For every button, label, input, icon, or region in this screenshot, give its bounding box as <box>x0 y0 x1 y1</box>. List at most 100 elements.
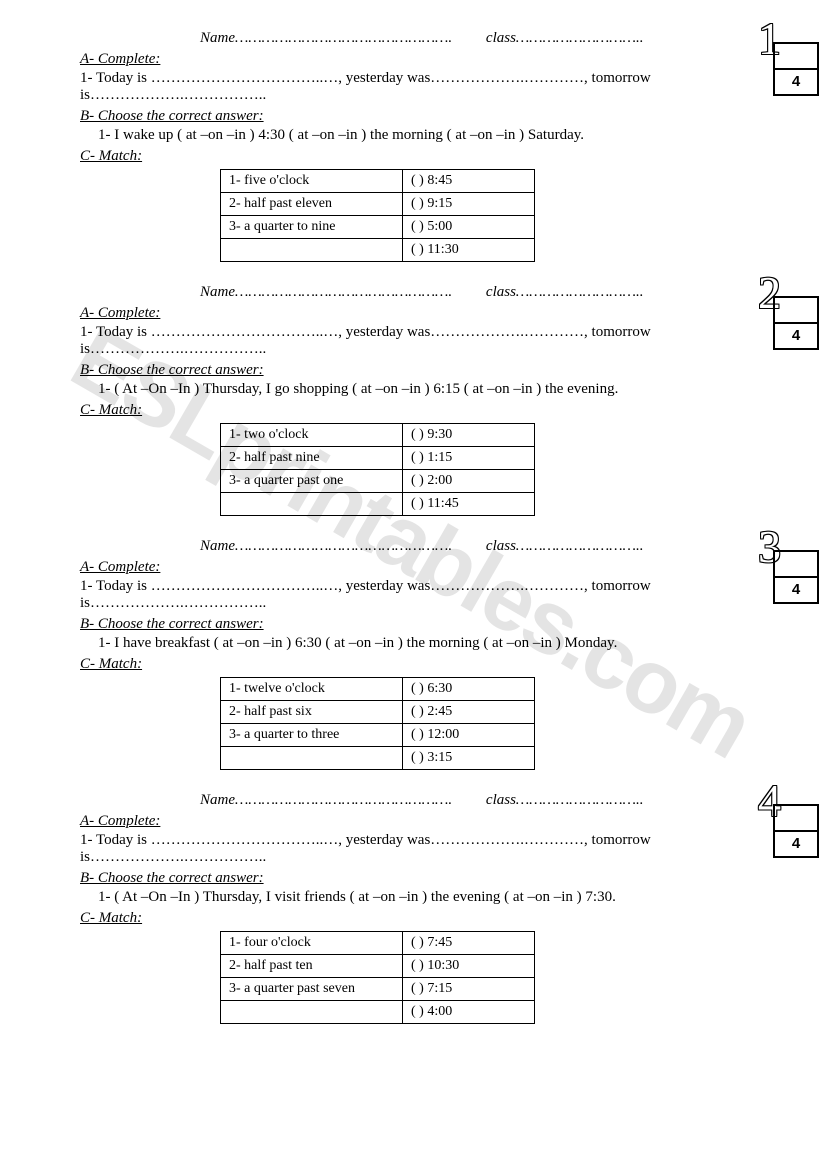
complete-line[interactable]: 1- Today is ……………………………..…, yesterday wa… <box>80 324 771 358</box>
match-right-cell[interactable]: ( ) 2:45 <box>403 701 535 724</box>
name-field[interactable]: …………………………………………. <box>235 30 452 46</box>
table-row: 2- half past ten( ) 10:30 <box>221 955 535 978</box>
match-left-cell <box>221 747 403 770</box>
score-numerator[interactable] <box>775 806 817 832</box>
match-left-cell: 2- half past ten <box>221 955 403 978</box>
class-field[interactable]: ……………………….. <box>516 284 644 300</box>
score-denominator: 4 <box>775 324 817 348</box>
score-numerator[interactable] <box>775 298 817 324</box>
match-left-cell: 3- a quarter to three <box>221 724 403 747</box>
match-right-cell[interactable]: ( ) 10:30 <box>403 955 535 978</box>
complete-line[interactable]: 1- Today is ……………………………..…, yesterday wa… <box>80 578 771 612</box>
table-row: 3- a quarter to nine( ) 5:00 <box>221 216 535 239</box>
table-row: 2- half past six( ) 2:45 <box>221 701 535 724</box>
class-field[interactable]: ……………………….. <box>516 30 644 46</box>
table-row: ( ) 3:15 <box>221 747 535 770</box>
section-a-heading: A- Complete: <box>80 305 771 322</box>
match-right-cell[interactable]: ( ) 7:15 <box>403 978 535 1001</box>
name-class-line: Name…………………………………………. class……………………….. <box>80 30 771 47</box>
choose-line[interactable]: 1- I have breakfast ( at –on –in ) 6:30 … <box>80 635 771 652</box>
choose-line[interactable]: 1- ( At –On –In ) Thursday, I go shoppin… <box>80 381 771 398</box>
section-c-heading: C- Match: <box>80 402 771 419</box>
score-denominator: 4 <box>775 832 817 856</box>
class-label: class <box>486 30 516 46</box>
complete-line[interactable]: 1- Today is ……………………………..…, yesterday wa… <box>80 832 771 866</box>
complete-line[interactable]: 1- Today is ……………………………..…, yesterday wa… <box>80 70 771 104</box>
table-row: 1- twelve o'clock( ) 6:30 <box>221 678 535 701</box>
match-table: 1- five o'clock( ) 8:452- half past elev… <box>220 169 535 262</box>
section-b-heading: B- Choose the correct answer: <box>80 616 771 633</box>
match-left-cell <box>221 493 403 516</box>
class-field[interactable]: ……………………….. <box>516 538 644 554</box>
score-denominator: 4 <box>775 70 817 94</box>
table-row: 1- four o'clock( ) 7:45 <box>221 932 535 955</box>
section-c-heading: C- Match: <box>80 148 771 165</box>
score-box: 4 <box>773 42 819 96</box>
section-b-heading: B- Choose the correct answer: <box>80 870 771 887</box>
match-left-cell: 2- half past eleven <box>221 193 403 216</box>
match-table: 1- four o'clock( ) 7:452- half past ten(… <box>220 931 535 1024</box>
name-field[interactable]: …………………………………………. <box>235 792 452 808</box>
match-table: 1- twelve o'clock( ) 6:302- half past si… <box>220 677 535 770</box>
match-right-cell[interactable]: ( ) 6:30 <box>403 678 535 701</box>
quiz-section: 44Name…………………………………………. class………………………..… <box>80 792 771 1024</box>
match-left-cell: 1- five o'clock <box>221 170 403 193</box>
section-b-heading: B- Choose the correct answer: <box>80 362 771 379</box>
name-class-line: Name…………………………………………. class……………………….. <box>80 538 771 555</box>
table-row: 2- half past eleven( ) 9:15 <box>221 193 535 216</box>
table-row: 1- five o'clock( ) 8:45 <box>221 170 535 193</box>
score-numerator[interactable] <box>775 552 817 578</box>
match-right-cell[interactable]: ( ) 3:15 <box>403 747 535 770</box>
class-label: class <box>486 792 516 808</box>
section-c-heading: C- Match: <box>80 910 771 927</box>
quiz-section: 14Name…………………………………………. class………………………..… <box>80 30 771 262</box>
table-row: 3- a quarter past one( ) 2:00 <box>221 470 535 493</box>
match-right-cell[interactable]: ( ) 11:45 <box>403 493 535 516</box>
section-a-heading: A- Complete: <box>80 51 771 68</box>
match-right-cell[interactable]: ( ) 11:30 <box>403 239 535 262</box>
match-right-cell[interactable]: ( ) 2:00 <box>403 470 535 493</box>
score-box: 4 <box>773 550 819 604</box>
class-label: class <box>486 284 516 300</box>
name-label: Name <box>200 538 235 554</box>
score-box: 4 <box>773 296 819 350</box>
class-field[interactable]: ……………………….. <box>516 792 644 808</box>
match-left-cell <box>221 1001 403 1024</box>
match-right-cell[interactable]: ( ) 12:00 <box>403 724 535 747</box>
match-table: 1- two o'clock( ) 9:302- half past nine(… <box>220 423 535 516</box>
section-a-heading: A- Complete: <box>80 559 771 576</box>
name-class-line: Name…………………………………………. class……………………….. <box>80 792 771 809</box>
section-a-heading: A- Complete: <box>80 813 771 830</box>
choose-line[interactable]: 1- I wake up ( at –on –in ) 4:30 ( at –o… <box>80 127 771 144</box>
match-right-cell[interactable]: ( ) 9:15 <box>403 193 535 216</box>
section-c-heading: C- Match: <box>80 656 771 673</box>
match-left-cell: 3- a quarter past seven <box>221 978 403 1001</box>
match-left-cell: 2- half past nine <box>221 447 403 470</box>
name-label: Name <box>200 284 235 300</box>
match-right-cell[interactable]: ( ) 8:45 <box>403 170 535 193</box>
quiz-section: 34Name…………………………………………. class………………………..… <box>80 538 771 770</box>
table-row: ( ) 11:30 <box>221 239 535 262</box>
name-field[interactable]: …………………………………………. <box>235 538 452 554</box>
choose-line[interactable]: 1- ( At –On –In ) Thursday, I visit frie… <box>80 889 771 906</box>
table-row: ( ) 4:00 <box>221 1001 535 1024</box>
match-left-cell: 3- a quarter to nine <box>221 216 403 239</box>
table-row: 3- a quarter past seven( ) 7:15 <box>221 978 535 1001</box>
quizzes-container: 14Name…………………………………………. class………………………..… <box>80 30 771 1024</box>
match-right-cell[interactable]: ( ) 7:45 <box>403 932 535 955</box>
match-right-cell[interactable]: ( ) 5:00 <box>403 216 535 239</box>
score-numerator[interactable] <box>775 44 817 70</box>
match-right-cell[interactable]: ( ) 1:15 <box>403 447 535 470</box>
match-right-cell[interactable]: ( ) 4:00 <box>403 1001 535 1024</box>
section-b-heading: B- Choose the correct answer: <box>80 108 771 125</box>
match-left-cell: 1- twelve o'clock <box>221 678 403 701</box>
match-right-cell[interactable]: ( ) 9:30 <box>403 424 535 447</box>
name-field[interactable]: …………………………………………. <box>235 284 452 300</box>
name-label: Name <box>200 30 235 46</box>
match-left-cell: 2- half past six <box>221 701 403 724</box>
class-label: class <box>486 538 516 554</box>
name-class-line: Name…………………………………………. class……………………….. <box>80 284 771 301</box>
match-left-cell <box>221 239 403 262</box>
score-denominator: 4 <box>775 578 817 602</box>
match-left-cell: 1- four o'clock <box>221 932 403 955</box>
